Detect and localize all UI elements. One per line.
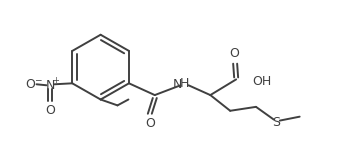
Text: O: O xyxy=(229,47,239,60)
Text: O: O xyxy=(45,104,55,117)
Text: O: O xyxy=(26,78,35,91)
Text: N: N xyxy=(46,79,55,92)
Text: S: S xyxy=(272,116,280,129)
Text: H: H xyxy=(180,77,189,90)
Text: O: O xyxy=(145,117,155,130)
Text: −: − xyxy=(34,75,41,84)
Text: +: + xyxy=(52,76,59,85)
Text: N: N xyxy=(173,78,182,91)
Text: OH: OH xyxy=(252,75,271,88)
